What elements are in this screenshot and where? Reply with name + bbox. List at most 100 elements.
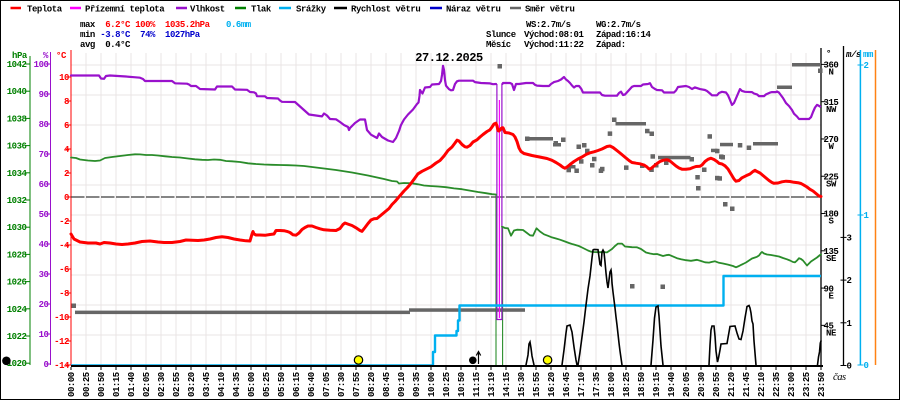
svg-text:W: W <box>829 142 835 152</box>
svg-text:22:10: 22:10 <box>757 372 767 397</box>
svg-text:Srážky: Srážky <box>296 5 327 15</box>
svg-text:-10: -10 <box>54 313 69 323</box>
svg-text:04:35: 04:35 <box>232 372 242 397</box>
svg-text:45: 45 <box>824 322 834 332</box>
svg-text:00:50: 00:50 <box>97 372 107 397</box>
svg-text:Vlhkost: Vlhkost <box>190 5 225 15</box>
svg-text:0: 0 <box>847 362 852 372</box>
svg-text:09:35: 09:35 <box>412 372 422 397</box>
svg-text:18:50: 18:50 <box>637 372 647 397</box>
svg-text:03:20: 03:20 <box>187 372 197 397</box>
svg-text:max: max <box>80 20 96 30</box>
svg-text:1026: 1026 <box>7 278 27 288</box>
svg-text:2: 2 <box>864 61 869 71</box>
svg-text:3: 3 <box>847 233 852 243</box>
svg-text:30: 30 <box>39 270 49 280</box>
svg-text:01:40: 01:40 <box>127 372 137 397</box>
svg-text:15:30: 15:30 <box>517 372 527 397</box>
svg-text:23:25: 23:25 <box>802 372 812 397</box>
svg-text:18:00: 18:00 <box>607 372 617 397</box>
svg-text:6.2°C: 6.2°C <box>105 20 131 30</box>
svg-text:03:45: 03:45 <box>202 372 212 397</box>
svg-text:0: 0 <box>864 361 869 371</box>
svg-text:10: 10 <box>39 330 49 340</box>
svg-text:Teplota: Teplota <box>27 5 63 15</box>
svg-text:2: 2 <box>64 169 69 179</box>
svg-text:1035.2hPa: 1035.2hPa <box>165 20 211 30</box>
svg-text:23:00: 23:00 <box>787 372 797 397</box>
svg-text:16:20: 16:20 <box>547 372 557 397</box>
svg-text:23:50: 23:50 <box>817 372 827 397</box>
svg-text:1038: 1038 <box>7 114 27 124</box>
svg-text:18:25: 18:25 <box>622 372 632 397</box>
svg-text:0.6mm: 0.6mm <box>226 20 252 30</box>
svg-text:1030: 1030 <box>7 223 27 233</box>
svg-text:Tlak: Tlak <box>251 5 272 15</box>
svg-text:WS:2.7m/s: WS:2.7m/s <box>526 20 571 30</box>
svg-text:90: 90 <box>824 284 834 294</box>
svg-text:-3.8°C: -3.8°C <box>100 30 131 40</box>
svg-text:07:30: 07:30 <box>337 372 347 397</box>
svg-text:74%: 74% <box>140 30 156 40</box>
svg-text:-14: -14 <box>54 361 70 371</box>
svg-text:NE: NE <box>826 329 837 339</box>
svg-text:4: 4 <box>64 145 70 155</box>
svg-text:05:50: 05:50 <box>277 372 287 397</box>
svg-text:70: 70 <box>39 150 49 160</box>
svg-text:avg: avg <box>80 40 95 50</box>
svg-text:WG:2.7m/s: WG:2.7m/s <box>596 20 641 30</box>
svg-text:6: 6 <box>64 121 69 131</box>
svg-text:08:45: 08:45 <box>382 372 392 397</box>
svg-text:21:45: 21:45 <box>742 372 752 397</box>
svg-text:Náraz větru: Náraz větru <box>446 5 501 15</box>
svg-text:22:35: 22:35 <box>772 372 782 397</box>
svg-text:04:10: 04:10 <box>217 372 227 397</box>
svg-text:135: 135 <box>824 247 839 257</box>
svg-text:1024: 1024 <box>7 305 28 315</box>
svg-text:0.4°C: 0.4°C <box>105 40 131 50</box>
svg-text:1032: 1032 <box>7 196 27 206</box>
svg-text:17:35: 17:35 <box>592 372 602 397</box>
svg-text:1034: 1034 <box>7 169 28 179</box>
svg-text:20:55: 20:55 <box>712 372 722 397</box>
svg-text:14:15: 14:15 <box>502 372 512 397</box>
svg-text:Východ:11:22: Východ:11:22 <box>524 40 583 50</box>
svg-text:%: % <box>43 51 49 61</box>
svg-text:225: 225 <box>824 172 839 182</box>
svg-text:08:20: 08:20 <box>367 372 377 397</box>
svg-text:1027hPa: 1027hPa <box>165 30 201 40</box>
svg-text:60: 60 <box>39 180 49 190</box>
svg-text:270: 270 <box>824 135 839 145</box>
svg-text:0: 0 <box>44 360 49 370</box>
svg-text:06:40: 06:40 <box>307 372 317 397</box>
svg-text:19:15: 19:15 <box>652 372 662 397</box>
svg-text:Měsíc: Měsíc <box>486 40 511 50</box>
svg-text:1: 1 <box>864 211 870 221</box>
svg-text:8: 8 <box>64 97 69 107</box>
svg-text:00:00: 00:00 <box>67 372 77 397</box>
svg-text:315: 315 <box>824 98 839 108</box>
svg-text:100%: 100% <box>135 20 156 30</box>
svg-text:S: S <box>829 217 835 227</box>
svg-text:N: N <box>829 68 834 78</box>
svg-text:E: E <box>829 291 835 301</box>
svg-text:07:05: 07:05 <box>322 372 332 397</box>
svg-text:1042: 1042 <box>7 60 27 70</box>
svg-text:1040: 1040 <box>7 87 27 97</box>
svg-text:čas: čas <box>833 372 846 383</box>
svg-text:07:55: 07:55 <box>352 372 362 397</box>
svg-text:10: 10 <box>59 73 69 83</box>
svg-text:15:55: 15:55 <box>532 372 542 397</box>
svg-text:06:15: 06:15 <box>292 372 302 397</box>
svg-text:-2: -2 <box>59 217 69 227</box>
svg-text:1028: 1028 <box>7 250 27 260</box>
svg-text:360: 360 <box>824 61 839 71</box>
svg-text:17:10: 17:10 <box>577 372 587 397</box>
svg-text:-4: -4 <box>59 241 70 251</box>
svg-text:27.12.2025: 27.12.2025 <box>415 51 483 65</box>
svg-text:mm: mm <box>863 50 874 60</box>
svg-text:-8: -8 <box>59 289 69 299</box>
svg-text:90: 90 <box>39 90 49 100</box>
svg-text:hPa: hPa <box>12 51 28 61</box>
svg-text:1022: 1022 <box>7 332 27 342</box>
